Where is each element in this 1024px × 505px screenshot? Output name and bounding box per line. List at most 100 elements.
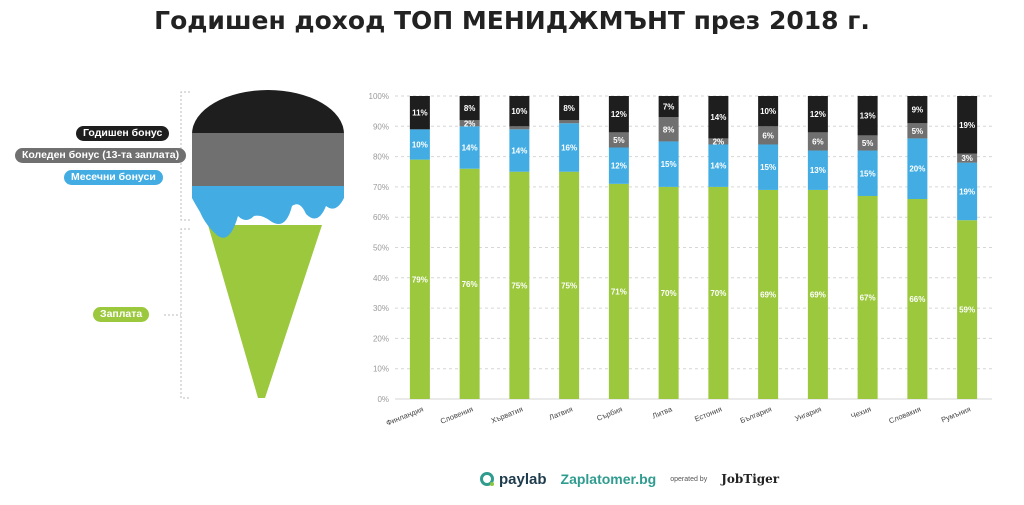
y-tick-label: 20% [373, 334, 389, 343]
y-tick-label: 0% [377, 395, 389, 404]
data-label: 15% [760, 163, 776, 172]
cone-shape [208, 225, 322, 398]
zaplatomer-brand: Zaplatomer.bg [560, 471, 657, 487]
bar-segment-salary [459, 168, 480, 399]
bar-segment-christmas [459, 120, 480, 127]
bar-segment-annual [658, 96, 679, 118]
footer: paylab Zaplatomer.bg operated by JobTige… [480, 467, 779, 491]
bar-segment-christmas [907, 123, 928, 139]
bar-segment-salary [857, 195, 878, 399]
y-tick-label: 30% [373, 304, 389, 313]
bar-segment-christmas [807, 132, 828, 151]
bar-segment-monthly [409, 129, 430, 160]
data-label: 14% [710, 113, 726, 122]
bar-segment-salary [758, 189, 779, 399]
bar-segment-monthly [658, 141, 679, 187]
bar-segment-monthly [807, 150, 828, 190]
x-tick-label: Унгария [794, 405, 823, 424]
bar-segment-christmas [658, 117, 679, 142]
x-tick-label: Хърватия [490, 405, 524, 426]
data-label: 10% [412, 140, 428, 149]
y-tick-label: 10% [373, 365, 389, 374]
data-label: 16% [561, 144, 577, 153]
y-tick-label: 80% [373, 153, 389, 162]
data-label: 69% [810, 290, 826, 299]
bar-segment-annual [957, 96, 978, 154]
x-tick-label: Литва [651, 404, 674, 420]
y-tick-label: 100% [369, 92, 389, 101]
data-label: 6% [812, 137, 824, 146]
data-label: 13% [810, 166, 826, 175]
bar-segment-salary [907, 199, 928, 399]
bar-group: 70% 15% 8% 7% [658, 96, 679, 399]
bar-segment-annual [907, 96, 928, 124]
data-label: 2% [713, 137, 725, 146]
bar-segment-salary [608, 183, 629, 399]
grid [395, 95, 992, 400]
data-label: 5% [912, 127, 924, 136]
data-label: 9% [912, 106, 924, 115]
paylab-logo-icon [480, 472, 494, 486]
data-label: 67% [860, 293, 876, 302]
y-tick-label: 40% [373, 274, 389, 283]
data-label: 20% [909, 165, 925, 174]
bar-group: 66% 20% 5% 9% [907, 96, 928, 399]
bar-segment-christmas [559, 120, 580, 124]
paylab-logo: paylab [480, 471, 547, 488]
data-label: 59% [959, 306, 975, 315]
data-label: 5% [613, 136, 625, 145]
data-label: 14% [462, 144, 478, 153]
x-tick-label: Естония [693, 405, 723, 424]
legend-christmas-bonus: Коледен бонус (13-та заплата) [15, 148, 187, 163]
bar-segment-annual [857, 96, 878, 136]
bar-segment-monthly [758, 144, 779, 190]
data-label: 19% [959, 187, 975, 196]
bar-group: 76% 14% 2% 8% [459, 96, 480, 399]
data-label: 15% [661, 160, 677, 169]
bar-segment-salary [559, 171, 580, 399]
data-label: 6% [762, 131, 774, 140]
paylab-brand: paylab [499, 470, 547, 488]
data-label: 75% [511, 281, 527, 290]
data-label: 70% [661, 289, 677, 298]
data-label: 79% [412, 275, 428, 284]
x-axis-ticks: Финландия Словения Хърватия Латвия Сърбия Лит… [385, 404, 972, 427]
ice-cream-illustration [192, 90, 344, 398]
bar-segment-monthly [708, 144, 729, 187]
data-label: 3% [961, 154, 973, 163]
bar-segment-monthly [608, 147, 629, 184]
operated-by-text: operated by [670, 475, 708, 483]
bar-segment-christmas [509, 126, 530, 130]
bar-segment-salary [708, 186, 729, 399]
bar-segment-annual [608, 96, 629, 133]
y-tick-label: 70% [373, 183, 389, 192]
bar-segment-annual [409, 96, 430, 130]
chart-title: Годишен доход ТОП МЕНИДЖМЪНТ през 2018 г… [154, 6, 870, 35]
bar-segment-christmas [957, 153, 978, 163]
bar-segment-annual [509, 96, 530, 127]
bar-segment-salary [807, 189, 828, 399]
data-label: 12% [810, 110, 826, 119]
data-label: 14% [710, 162, 726, 171]
bar-segment-monthly [957, 162, 978, 221]
data-label: 7% [663, 103, 675, 112]
x-tick-label: Словакия [888, 405, 923, 426]
data-label: 15% [860, 169, 876, 178]
scoop-monthly [192, 186, 344, 238]
data-label: 11% [412, 109, 428, 118]
bar-segment-monthly [509, 129, 530, 172]
x-tick-label: Латвия [548, 405, 574, 423]
bar-group: 69% 15% 6% 10% [758, 96, 779, 399]
data-label: 70% [710, 289, 726, 298]
bar-segment-annual [459, 96, 480, 121]
data-label: 8% [464, 104, 476, 113]
jobtiger-brand: JobTiger [721, 472, 780, 486]
x-tick-label: Сърбия [595, 405, 623, 423]
legend-annual-bonus: Годишен бонус [76, 126, 170, 141]
data-label: 66% [909, 295, 925, 304]
bar-segment-monthly [459, 126, 480, 169]
data-label: 69% [760, 290, 776, 299]
bar-segment-salary [409, 159, 430, 399]
bar-group: 69% 13% 6% 12% [807, 96, 828, 399]
bar-segment-salary [957, 220, 978, 399]
